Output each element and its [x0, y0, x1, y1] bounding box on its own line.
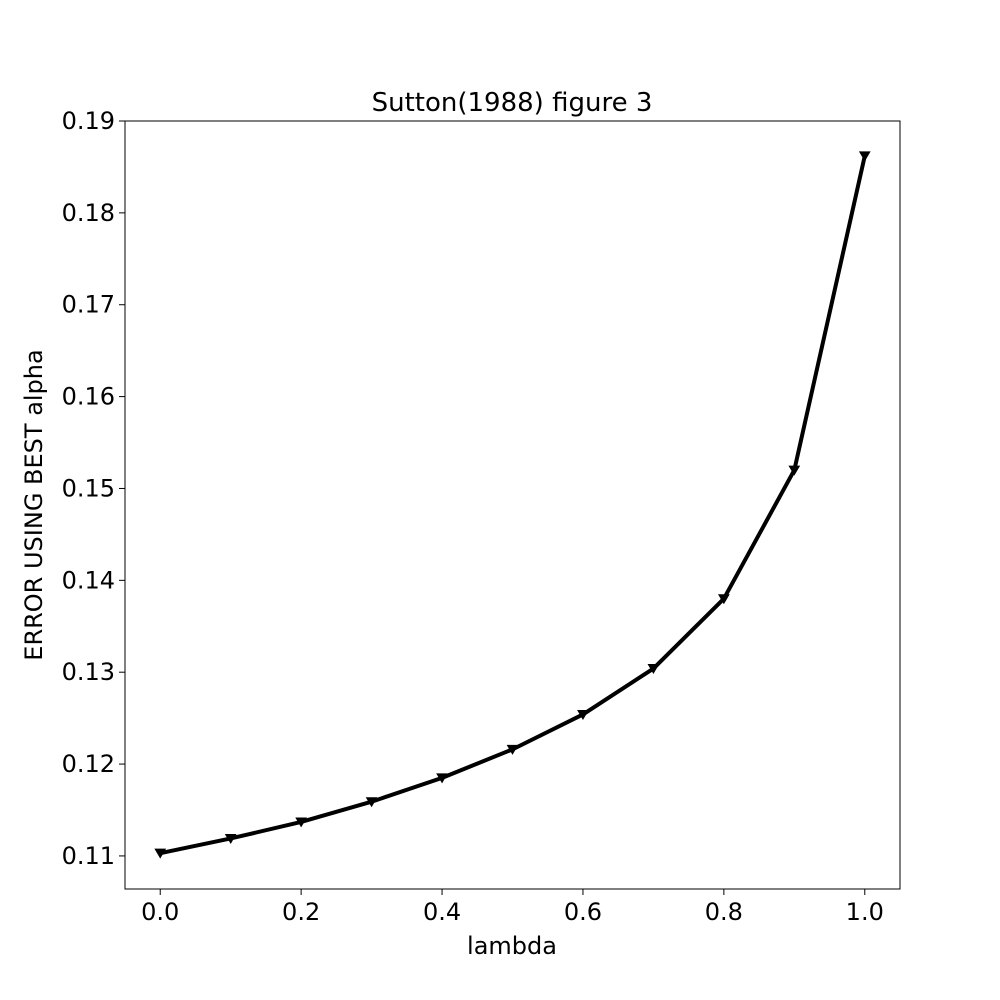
x-tick-label: 0.6 — [564, 898, 602, 926]
y-tick-label: 0.18 — [62, 199, 115, 227]
y-axis-label: ERROR USING BEST alpha — [20, 349, 48, 660]
data-point — [647, 664, 660, 675]
data-point — [858, 151, 871, 162]
x-tick-label: 0.4 — [423, 898, 461, 926]
data-point — [365, 797, 378, 808]
data-point — [295, 817, 308, 828]
x-axis-label: lambda — [467, 932, 557, 960]
y-tick-label: 0.17 — [62, 291, 115, 319]
plot-area — [154, 151, 871, 859]
x-tick-label: 0.0 — [141, 898, 179, 926]
data-point — [717, 594, 730, 605]
y-tick-label: 0.15 — [62, 474, 115, 502]
x-axis-ticks: 0.0 0.2 0.4 0.6 0.8 1.0 — [141, 889, 884, 926]
y-tick-label: 0.13 — [62, 658, 115, 686]
y-tick-label: 0.11 — [62, 842, 115, 870]
data-point — [154, 848, 167, 859]
x-tick-label: 0.8 — [705, 898, 743, 926]
data-point — [506, 744, 519, 755]
y-tick-label: 0.16 — [62, 383, 115, 411]
data-point — [788, 465, 801, 476]
plot-frame — [124, 120, 901, 890]
x-tick-label: 1.0 — [846, 898, 884, 926]
data-point — [436, 773, 448, 784]
y-axis-ticks: 0.11 0.12 0.13 0.14 0.15 0.16 0.17 0.18 0.19 — [62, 107, 125, 870]
data-point — [224, 833, 237, 844]
y-tick-label: 0.14 — [62, 566, 115, 594]
chart-title: Sutton(1988) figure 3 — [372, 88, 653, 118]
data-point — [577, 709, 589, 720]
y-tick-label: 0.12 — [62, 750, 115, 778]
x-tick-label: 0.2 — [282, 898, 320, 926]
y-tick-label: 0.19 — [62, 107, 115, 135]
